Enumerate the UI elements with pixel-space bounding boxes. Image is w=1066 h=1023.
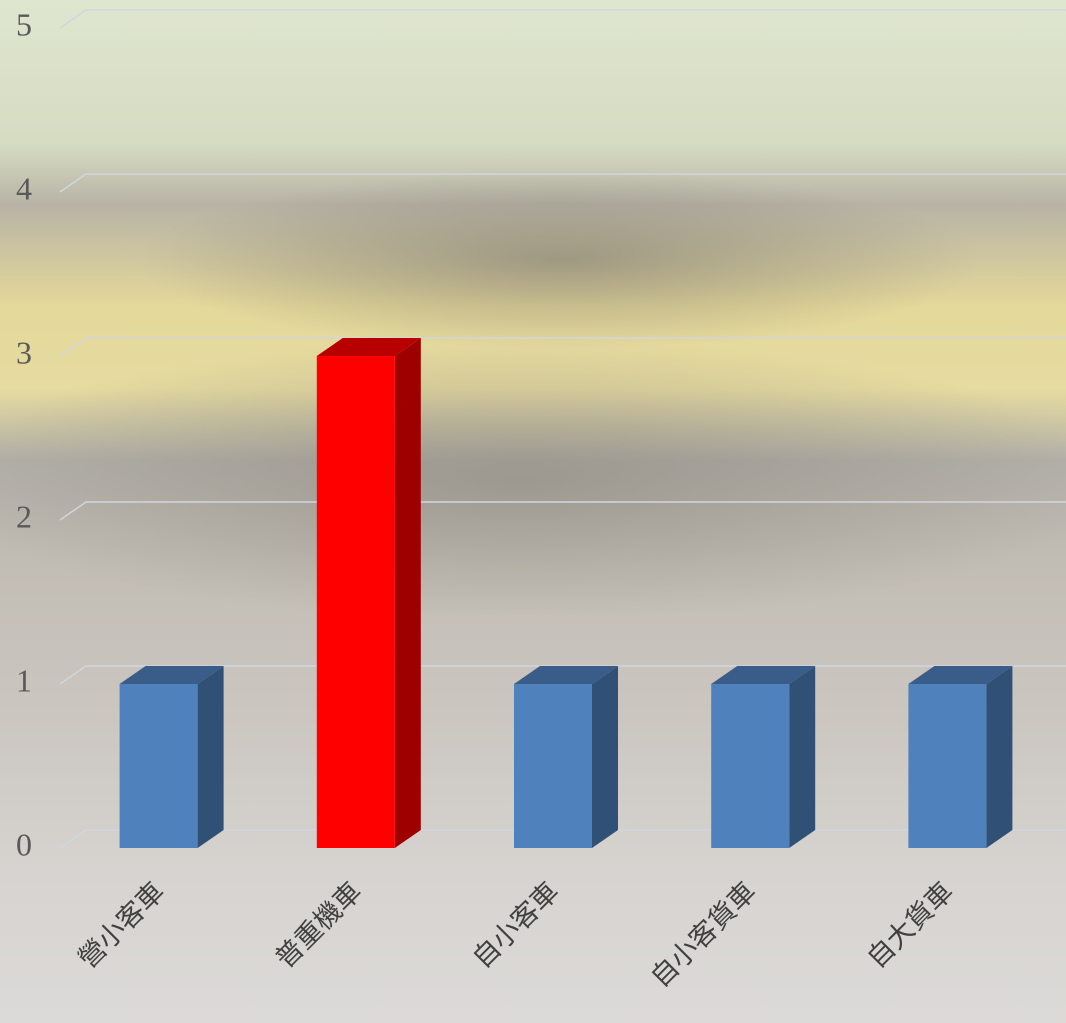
y-tick-label: 1 (16, 662, 32, 698)
grid-line (60, 502, 1066, 520)
y-tick-label: 5 (16, 6, 32, 42)
bar (711, 684, 789, 848)
page: 012345營小客車普重機車自小客車自小客貨車自大貨車 (() => { con… (0, 0, 1066, 1023)
y-tick-label: 3 (16, 334, 32, 370)
bar (317, 356, 395, 848)
bar-side (986, 666, 1012, 848)
grid-line (60, 10, 1066, 28)
y-tick-label: 2 (16, 498, 32, 534)
y-tick-label: 4 (16, 170, 32, 206)
x-tick-label: 營小客車 (73, 876, 171, 974)
bar (514, 684, 592, 848)
bar-side (198, 666, 224, 848)
bar (120, 684, 198, 848)
x-tick-label: 自小客貨車 (645, 876, 762, 993)
grid-line (60, 338, 1066, 356)
chart: 0 1 2 3 4 5 營小客車 普重機車 自小客車自小客貨車 自大貨車 (0, 0, 1066, 1023)
bar-side (592, 666, 618, 848)
bar-side (395, 338, 421, 848)
bar (908, 684, 986, 848)
x-tick-label: 自大貨車 (861, 876, 959, 974)
x-tick-label: 自小客車 (467, 876, 565, 974)
x-tick-label: 普重機車 (270, 876, 368, 974)
y-tick-label: 0 (16, 826, 32, 862)
bar-side (789, 666, 815, 848)
grid-line (60, 174, 1066, 192)
